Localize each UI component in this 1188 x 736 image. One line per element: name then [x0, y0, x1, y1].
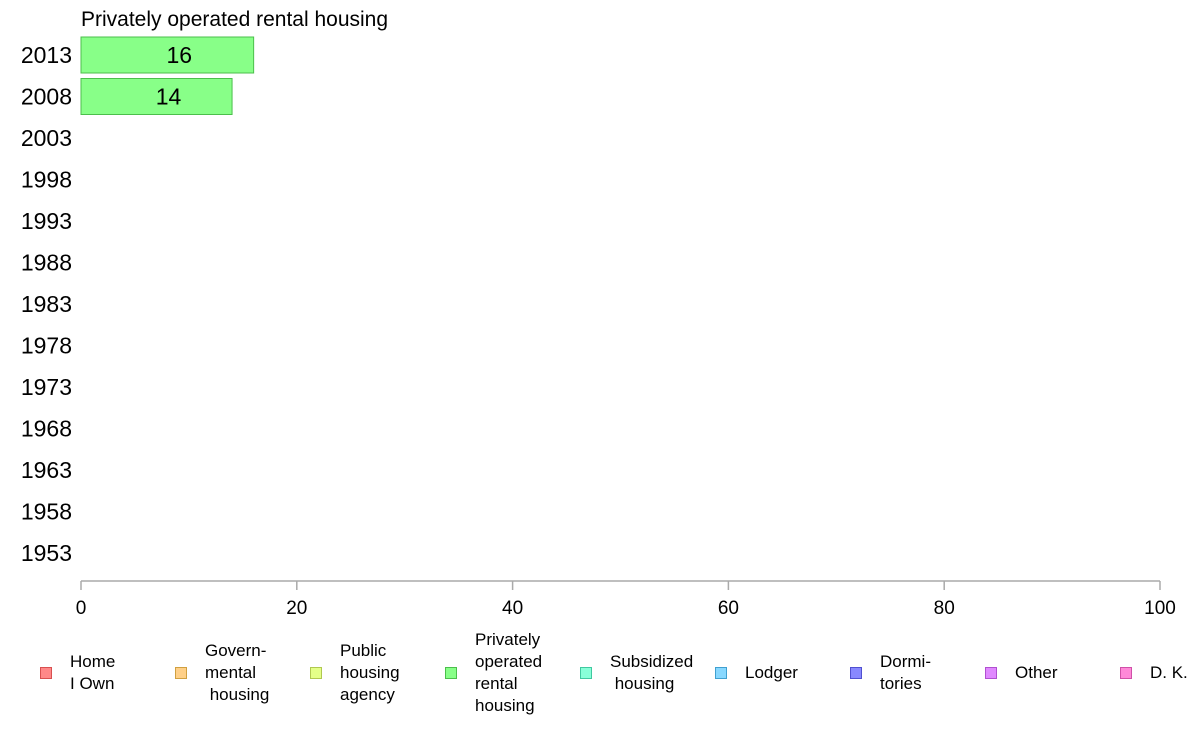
bar-value-label: 16 [167, 42, 193, 68]
x-tick-label: 60 [718, 598, 739, 619]
x-tick-label: 100 [1144, 598, 1176, 619]
x-tick-label: 40 [502, 598, 523, 619]
legend-item: Govern- mental housing [175, 628, 269, 718]
legend-item: Subsidized housing [580, 628, 693, 718]
legend-swatch [175, 667, 187, 679]
y-tick-label: 1998 [21, 167, 72, 193]
y-tick-label: 1968 [21, 416, 72, 442]
bar [80, 78, 233, 115]
legend-label: D. K. [1150, 663, 1188, 682]
y-tick-label: 1978 [21, 333, 72, 359]
y-tick-label: 1958 [21, 499, 72, 525]
legend-label: Privately operated rental housing [475, 630, 543, 715]
bar [80, 36, 255, 74]
legend-label: Home I Own [70, 652, 116, 693]
legend-label: Other [1015, 663, 1058, 682]
y-tick-label: 1993 [21, 208, 72, 234]
legend-swatch [445, 667, 457, 679]
bar-value-label: 14 [156, 84, 182, 110]
legend-swatch [1120, 667, 1132, 679]
x-tick-label: 20 [286, 598, 307, 619]
y-tick-label: 1988 [21, 250, 72, 276]
y-tick-label: 1963 [21, 457, 72, 483]
legend-item: Other [985, 628, 1058, 718]
y-tick-label: 1983 [21, 291, 72, 317]
legend-swatch [310, 667, 322, 679]
x-tick-label: 0 [76, 598, 87, 619]
legend-item: Lodger [715, 628, 798, 718]
y-tick-label: 1953 [21, 540, 72, 566]
legend-swatch [985, 667, 997, 679]
legend-item: Home I Own [40, 628, 115, 718]
legend-swatch [40, 667, 52, 679]
y-tick-label: 2003 [21, 125, 72, 151]
chart-title: Privately operated rental housing [81, 8, 388, 31]
legend-item: D. K. [1120, 628, 1188, 718]
legend-swatch [850, 667, 862, 679]
legend: Home I Own Govern- mental housing Public h… [0, 628, 1188, 728]
legend-label: Lodger [745, 663, 798, 682]
legend-label: Subsidized housing [610, 652, 694, 693]
legend-label: Public housing agency [340, 641, 400, 704]
legend-label: Govern- mental housing [205, 641, 270, 704]
bar-chart: Privately operated rental housing 2013 16… [21, 8, 1176, 619]
y-tick-label: 2013 [21, 42, 72, 68]
y-tick-label: 1973 [21, 374, 72, 400]
legend-item: Privately operated rental housing [445, 628, 542, 718]
legend-item: Public housing agency [310, 628, 400, 718]
legend-swatch [580, 667, 592, 679]
legend-swatch [715, 667, 727, 679]
y-tick-label: 2008 [21, 84, 72, 110]
legend-label: Dormi- tories [880, 652, 931, 693]
x-tick-label: 80 [934, 598, 955, 619]
legend-item: Dormi- tories [850, 628, 931, 718]
